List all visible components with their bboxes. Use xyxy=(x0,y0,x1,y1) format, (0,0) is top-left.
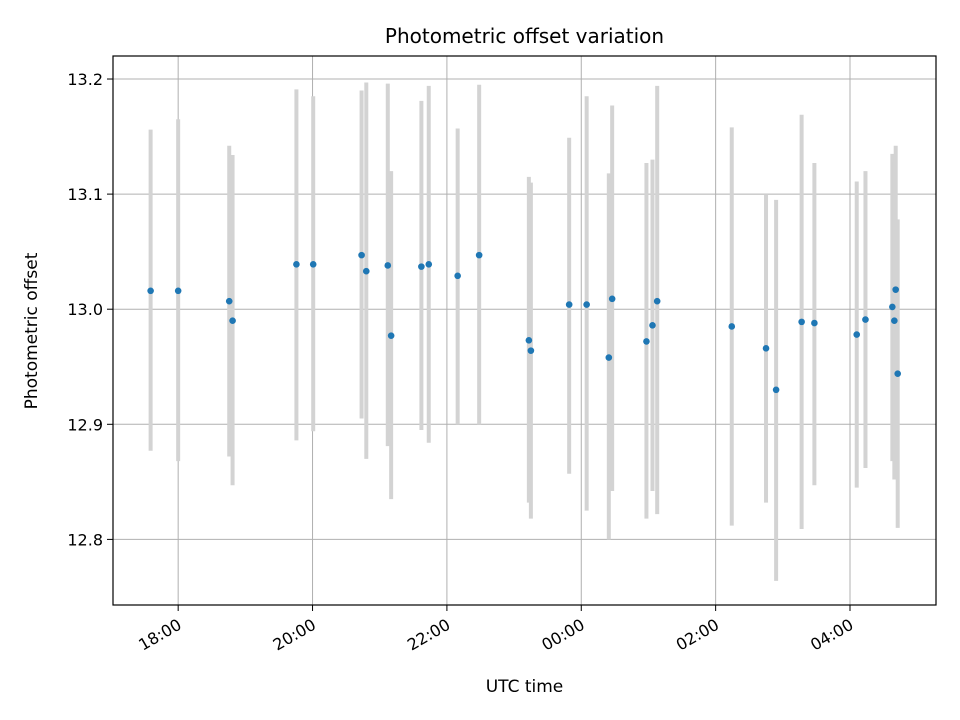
y-tick-label: 12.9 xyxy=(67,415,103,434)
data-point xyxy=(174,287,182,295)
data-point xyxy=(525,336,533,344)
data-point xyxy=(649,322,656,329)
data-point xyxy=(387,332,395,339)
data-point xyxy=(728,323,736,330)
data-point xyxy=(892,286,899,293)
data-point xyxy=(147,287,154,295)
y-axis-label: Photometric offset xyxy=(22,252,42,409)
data-point xyxy=(293,261,300,268)
data-point xyxy=(384,262,392,269)
data-point xyxy=(894,370,902,377)
y-tick-label: 12.8 xyxy=(67,530,103,549)
plot-frame xyxy=(112,55,937,606)
data-points xyxy=(147,251,902,394)
data-point xyxy=(565,301,573,308)
data-point xyxy=(798,318,805,326)
data-point xyxy=(811,319,818,327)
y-axis-ticks: 12.8 12.9 13.0 13.1 13.2 xyxy=(67,70,113,549)
data-point xyxy=(889,303,896,311)
data-point xyxy=(608,295,616,303)
data-point xyxy=(309,261,317,268)
data-point xyxy=(418,263,425,270)
data-point xyxy=(862,316,869,323)
data-point xyxy=(229,317,236,325)
data-point xyxy=(475,251,483,259)
data-point xyxy=(425,261,433,268)
y-tick-label: 13.1 xyxy=(67,185,103,204)
data-point xyxy=(527,347,535,354)
data-point xyxy=(583,301,590,308)
x-axis-label: UTC time xyxy=(486,677,564,697)
chart-title: Photometric offset variation xyxy=(385,24,664,48)
data-point xyxy=(362,267,370,275)
data-point xyxy=(853,331,861,338)
data-point xyxy=(643,338,650,345)
data-point xyxy=(891,317,898,325)
data-point xyxy=(762,345,770,352)
y-tick-label: 13.0 xyxy=(67,300,103,319)
y-tick-label: 13.2 xyxy=(67,70,103,89)
data-point xyxy=(653,297,661,305)
data-point xyxy=(605,354,613,361)
data-point xyxy=(225,297,233,305)
data-point xyxy=(772,386,780,394)
data-point xyxy=(358,251,365,259)
data-point xyxy=(454,272,461,280)
